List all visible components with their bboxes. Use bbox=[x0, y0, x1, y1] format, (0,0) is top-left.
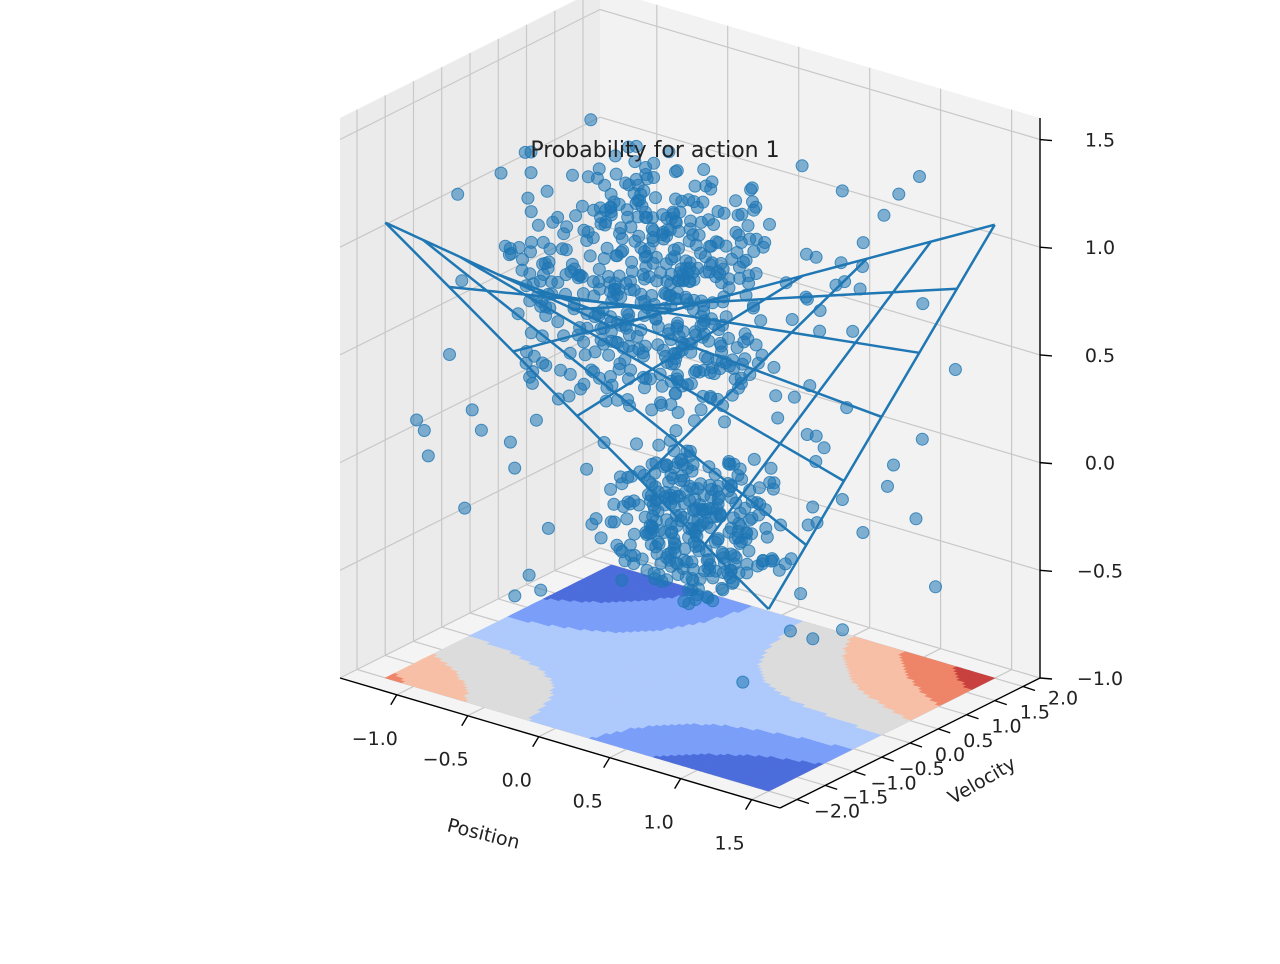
grid-line-z bbox=[339, 116, 1041, 248]
grid-line-z bbox=[339, 547, 1041, 679]
grid-line-z bbox=[339, 8, 1041, 141]
